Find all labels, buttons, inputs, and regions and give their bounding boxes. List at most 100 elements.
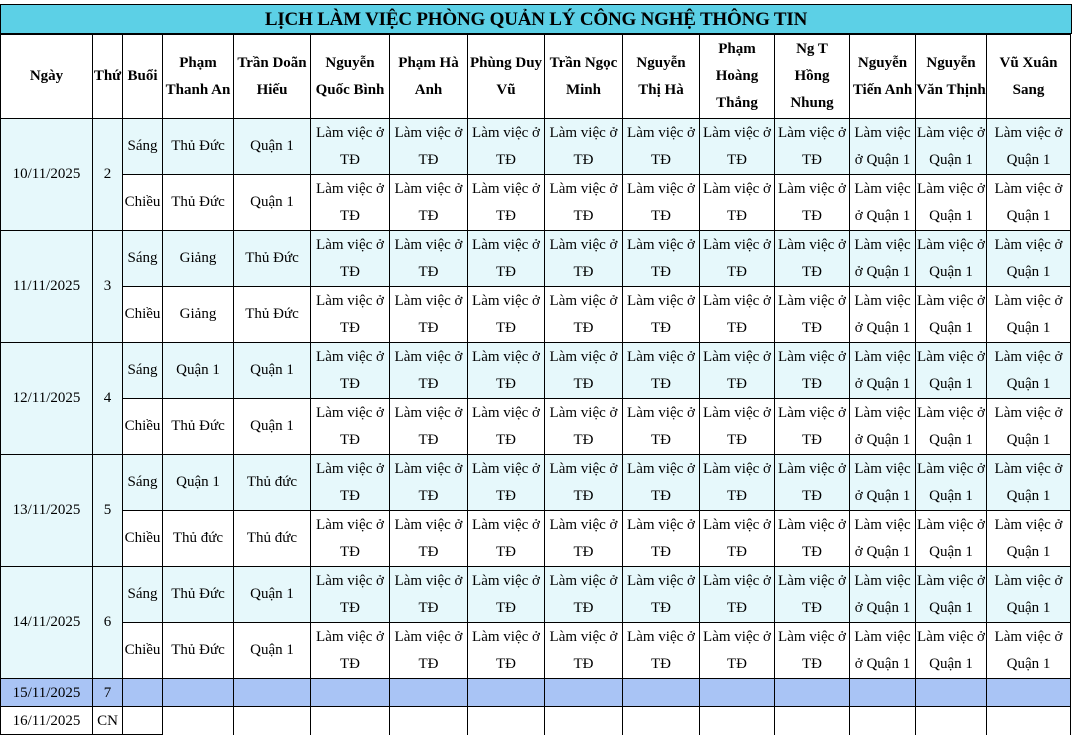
work-cell-quan1[interactable]: Làm việc ở Quận 1 [915,230,987,287]
work-cell-quan1[interactable]: Làm việc ở Quận 1 [849,286,916,343]
work-cell-quan1[interactable]: Làm việc ở Quận 1 [849,622,916,679]
location-cell-thanh-an[interactable]: Quận 1 [162,454,234,511]
work-cell-td[interactable]: Làm việc ở TĐ [467,286,545,343]
empty-cell[interactable] [915,706,987,735]
work-cell-quan1[interactable]: Làm việc ở Quận 1 [849,118,916,175]
work-cell-quan1[interactable]: Làm việc ở Quận 1 [986,454,1071,511]
work-cell-quan1[interactable]: Làm việc ở Quận 1 [915,622,987,679]
work-cell-td[interactable]: Làm việc ở TĐ [622,230,700,287]
empty-cell[interactable] [233,706,311,735]
work-cell-quan1[interactable]: Làm việc ở Quận 1 [986,174,1071,231]
work-cell-td[interactable]: Làm việc ở TĐ [467,118,545,175]
work-cell-quan1[interactable]: Làm việc ở Quận 1 [986,230,1071,287]
work-cell-td[interactable]: Làm việc ở TĐ [622,398,700,455]
work-cell-td[interactable]: Làm việc ở TĐ [699,454,775,511]
work-cell-quan1[interactable]: Làm việc ở Quận 1 [849,342,916,399]
session-cell[interactable]: Sáng [122,118,163,175]
work-cell-quan1[interactable]: Làm việc ở Quận 1 [986,398,1071,455]
location-cell-thanh-an[interactable]: Giảng [162,286,234,343]
date-cell[interactable]: 16/11/2025 [0,706,93,735]
work-cell-td[interactable]: Làm việc ở TĐ [699,566,775,623]
empty-cell[interactable] [699,706,775,735]
date-cell[interactable]: 15/11/2025 [0,678,93,707]
empty-cell[interactable] [774,706,850,735]
work-cell-td[interactable]: Làm việc ở TĐ [699,118,775,175]
work-cell-td[interactable]: Làm việc ở TĐ [389,454,468,511]
work-cell-td[interactable]: Làm việc ở TĐ [774,174,850,231]
empty-cell[interactable] [849,678,916,707]
date-cell[interactable]: 12/11/2025 [0,342,93,455]
empty-cell[interactable] [622,678,700,707]
work-cell-td[interactable]: Làm việc ở TĐ [389,622,468,679]
location-cell-doan-hieu[interactable]: Quận 1 [233,118,311,175]
work-cell-td[interactable]: Làm việc ở TĐ [622,622,700,679]
work-cell-td[interactable]: Làm việc ở TĐ [622,454,700,511]
work-cell-td[interactable]: Làm việc ở TĐ [699,286,775,343]
work-cell-td[interactable]: Làm việc ở TĐ [774,398,850,455]
empty-cell[interactable] [389,678,468,707]
work-cell-quan1[interactable]: Làm việc ở Quận 1 [986,342,1071,399]
work-cell-td[interactable]: Làm việc ở TĐ [310,566,390,623]
work-cell-quan1[interactable]: Làm việc ở Quận 1 [849,454,916,511]
work-cell-td[interactable]: Làm việc ở TĐ [310,118,390,175]
empty-cell[interactable] [544,706,623,735]
work-cell-td[interactable]: Làm việc ở TĐ [310,454,390,511]
work-cell-td[interactable]: Làm việc ở TĐ [544,118,623,175]
work-cell-td[interactable]: Làm việc ở TĐ [310,622,390,679]
work-cell-td[interactable]: Làm việc ở TĐ [544,230,623,287]
work-cell-td[interactable]: Làm việc ở TĐ [389,118,468,175]
work-cell-td[interactable]: Làm việc ở TĐ [622,566,700,623]
location-cell-thanh-an[interactable]: Giảng [162,230,234,287]
work-cell-td[interactable]: Làm việc ở TĐ [467,454,545,511]
work-cell-quan1[interactable]: Làm việc ở Quận 1 [849,174,916,231]
work-cell-td[interactable]: Làm việc ở TĐ [622,510,700,567]
work-cell-quan1[interactable]: Làm việc ở Quận 1 [915,454,987,511]
work-cell-td[interactable]: Làm việc ở TĐ [544,398,623,455]
work-cell-quan1[interactable]: Làm việc ở Quận 1 [915,398,987,455]
session-cell[interactable]: Chiều [122,286,163,343]
location-cell-doan-hieu[interactable]: Thủ Đức [233,286,311,343]
empty-cell[interactable] [699,678,775,707]
work-cell-quan1[interactable]: Làm việc ở Quận 1 [986,622,1071,679]
work-cell-quan1[interactable]: Làm việc ở Quận 1 [986,566,1071,623]
work-cell-td[interactable]: Làm việc ở TĐ [622,286,700,343]
empty-cell[interactable] [774,678,850,707]
work-cell-td[interactable]: Làm việc ở TĐ [774,286,850,343]
session-cell[interactable]: Chiều [122,622,163,679]
work-cell-td[interactable]: Làm việc ở TĐ [699,510,775,567]
work-cell-td[interactable]: Làm việc ở TĐ [774,566,850,623]
work-cell-quan1[interactable]: Làm việc ở Quận 1 [915,566,987,623]
work-cell-quan1[interactable]: Làm việc ở Quận 1 [915,510,987,567]
session-cell[interactable]: Sáng [122,454,163,511]
work-cell-quan1[interactable]: Làm việc ở Quận 1 [849,510,916,567]
work-cell-td[interactable]: Làm việc ở TĐ [622,342,700,399]
location-cell-thanh-an[interactable]: Thủ đức [162,510,234,567]
location-cell-thanh-an[interactable]: Quận 1 [162,342,234,399]
weekday-cell[interactable]: 7 [92,678,123,707]
work-cell-td[interactable]: Làm việc ở TĐ [699,230,775,287]
empty-cell[interactable] [122,706,163,735]
work-cell-td[interactable]: Làm việc ở TĐ [389,230,468,287]
work-cell-td[interactable]: Làm việc ở TĐ [774,342,850,399]
session-cell[interactable]: Chiều [122,510,163,567]
work-cell-quan1[interactable]: Làm việc ở Quận 1 [849,230,916,287]
work-cell-td[interactable]: Làm việc ở TĐ [467,510,545,567]
location-cell-doan-hieu[interactable]: Thủ Đức [233,230,311,287]
work-cell-td[interactable]: Làm việc ở TĐ [310,174,390,231]
empty-cell[interactable] [849,706,916,735]
work-cell-td[interactable]: Làm việc ở TĐ [699,398,775,455]
work-cell-td[interactable]: Làm việc ở TĐ [622,174,700,231]
location-cell-thanh-an[interactable]: Thủ Đức [162,118,234,175]
work-cell-td[interactable]: Làm việc ở TĐ [389,174,468,231]
weekday-cell[interactable]: 5 [92,454,123,567]
work-cell-td[interactable]: Làm việc ở TĐ [699,174,775,231]
location-cell-doan-hieu[interactable]: Quận 1 [233,398,311,455]
work-cell-quan1[interactable]: Làm việc ở Quận 1 [915,118,987,175]
work-cell-td[interactable]: Làm việc ở TĐ [622,118,700,175]
work-cell-td[interactable]: Làm việc ở TĐ [774,230,850,287]
empty-cell[interactable] [467,678,545,707]
work-cell-td[interactable]: Làm việc ở TĐ [774,510,850,567]
session-cell[interactable]: Sáng [122,230,163,287]
work-cell-td[interactable]: Làm việc ở TĐ [389,398,468,455]
work-cell-td[interactable]: Làm việc ở TĐ [467,342,545,399]
